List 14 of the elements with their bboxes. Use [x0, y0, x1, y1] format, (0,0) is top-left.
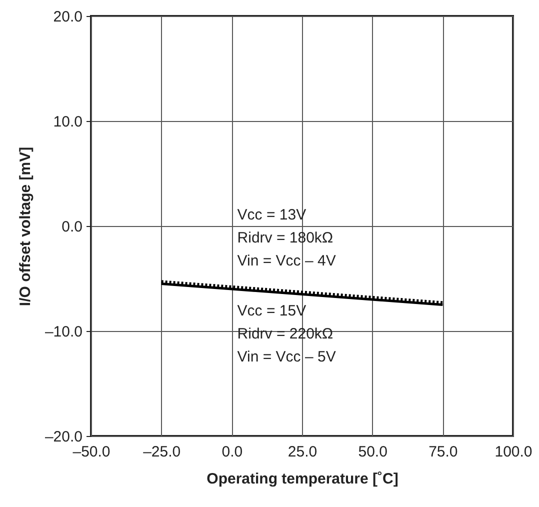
x-tick-label: –25.0 [143, 444, 181, 460]
y-tick-label: –10.0 [44, 324, 82, 340]
y-tick-label: –20.0 [44, 428, 82, 446]
x-tick-label: 50.0 [358, 444, 388, 460]
y-tick-label: 0.0 [62, 218, 82, 236]
x-tick-label: 100.0 [494, 444, 532, 460]
x-tick-label: 75.0 [428, 444, 458, 460]
x-tick-label: –50.0 [72, 444, 110, 460]
x-tick-label: 0.0 [222, 444, 243, 460]
x-tick-label: 25.0 [288, 444, 318, 460]
x-axis-title: Operating temperature [˚C] [206, 470, 398, 488]
y-tick-label: 20.0 [53, 8, 82, 26]
y-axis-title: I/O offset voltage [mV] [16, 146, 34, 306]
y-tick-label: 10.0 [53, 114, 82, 130]
